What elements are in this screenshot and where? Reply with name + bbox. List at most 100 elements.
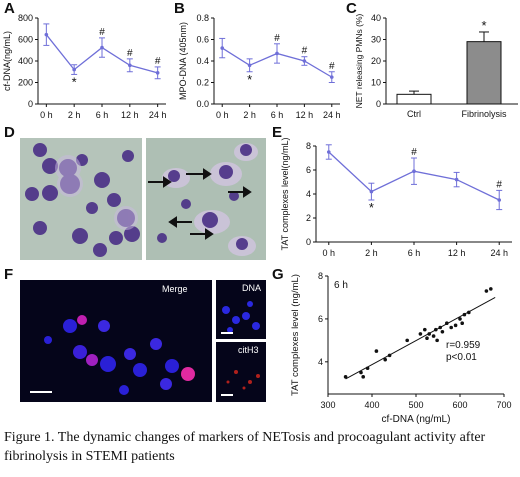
- x-tick-label: 0 h: [323, 248, 336, 258]
- bar: [396, 93, 432, 105]
- data-point: [497, 198, 502, 202]
- x-tick-label: 600: [452, 400, 467, 410]
- x-tick-label: 6 h: [408, 248, 421, 258]
- cith3-label: citH3: [238, 345, 259, 355]
- data-point: [275, 51, 279, 56]
- data-point: [302, 59, 307, 63]
- y-tick-label: 200: [18, 78, 33, 88]
- scatter-point: [405, 338, 409, 343]
- scatter-point: [387, 353, 392, 358]
- x-tick-label: 400: [364, 400, 379, 410]
- x-tick-label: 24 h: [323, 110, 341, 120]
- y-tick-label: 0.0: [196, 99, 209, 109]
- micrograph-f-merge: Merge: [20, 280, 212, 402]
- hash-marker: #: [155, 56, 161, 67]
- chart-e-tat: 0 2 4 6 8 0 h 2 h 6 h 12 h 24 h * # # TAT complexes l…: [280, 137, 512, 258]
- scatter-point: [359, 370, 363, 375]
- panel-label-e: E: [272, 124, 283, 141]
- hash-marker: #: [302, 46, 308, 57]
- y-axis-label: TAT complexes level (ng/mL): [290, 274, 301, 396]
- x-tick-label: 700: [496, 400, 511, 410]
- scatter-point: [361, 375, 365, 379]
- y-tick-label: 6: [318, 314, 323, 324]
- x-tick-label: 12 h: [448, 248, 466, 258]
- micrograph-f-dna: DNA: [216, 280, 266, 339]
- y-axis-label: NET releasing PMNs (%): [354, 13, 364, 108]
- scatter-point: [438, 325, 442, 330]
- x-tick-label: 2 h: [243, 110, 256, 120]
- annotation-p: p<0.01: [446, 352, 477, 363]
- x-tick-label: 300: [320, 400, 335, 410]
- x-tick-label: Ctrl: [407, 109, 421, 119]
- y-tick-label: 0.4: [196, 56, 209, 66]
- scatter-point: [425, 336, 429, 341]
- y-tick-label: 0.6: [196, 35, 209, 45]
- hash-marker: #: [411, 147, 417, 158]
- hash-marker: #: [127, 48, 133, 59]
- scatter-point: [489, 287, 493, 291]
- x-tick-label: 0 h: [216, 110, 229, 120]
- scatter-point: [431, 334, 436, 338]
- y-axis-label: cf-DNA(ng/mL): [2, 31, 12, 91]
- data-point: [412, 169, 416, 173]
- y-tick-label: 2: [306, 213, 311, 223]
- x-axis-label: cf-DNA (ng/mL): [382, 414, 451, 425]
- micrograph-f-cith3: citH3: [216, 342, 266, 402]
- scatter-point: [449, 325, 453, 330]
- data-point: [72, 67, 76, 72]
- chart-c-net-pmns: 0 10 20 30 40 Ctrl Fibrinolysis * NET releasing …: [354, 13, 518, 119]
- hash-marker: #: [99, 27, 105, 38]
- x-tick-label: 24 h: [149, 110, 167, 120]
- hash-marker: #: [274, 33, 280, 44]
- scatter-point: [462, 312, 467, 317]
- scatter-point: [427, 332, 431, 336]
- scatter-point: [423, 327, 427, 332]
- y-tick-label: 4: [318, 357, 323, 367]
- scatter-point: [435, 338, 439, 343]
- scatter-point: [458, 317, 462, 321]
- panel-label-a: A: [4, 0, 15, 17]
- scatter-point: [460, 321, 464, 325]
- hash-marker: #: [329, 61, 335, 72]
- x-tick-label: 2 h: [68, 110, 81, 120]
- stained-cells-left: [25, 143, 140, 257]
- fit-line: [345, 297, 496, 380]
- x-tick-label: 6 h: [96, 110, 109, 120]
- y-tick-label: 8: [306, 141, 311, 151]
- x-tick-label: 12 h: [121, 110, 139, 120]
- merge-nuclei: [44, 315, 195, 395]
- data-point: [44, 32, 49, 37]
- y-tick-label: 10: [371, 78, 381, 88]
- star-marker: *: [72, 74, 77, 89]
- y-tick-label: 0.2: [196, 78, 209, 88]
- scatter-point: [383, 357, 387, 362]
- y-tick-label: 0.8: [196, 13, 209, 23]
- micrograph-d-left: [20, 138, 142, 260]
- x-tick-label: Fibrinolysis: [461, 109, 507, 119]
- y-tick-label: 4: [306, 189, 311, 199]
- scatter-point: [343, 375, 348, 379]
- y-tick-label: 600: [18, 35, 33, 45]
- y-tick-label: 0: [306, 237, 311, 247]
- panel-label-c: C: [346, 0, 357, 17]
- data-point: [220, 46, 225, 50]
- chart-a-cfdna: 0 200 400 600 800 0 h 2 h 6 h 12 h 24 h * # # # cf-DNA…: [2, 13, 167, 120]
- y-tick-label: 0: [28, 99, 33, 109]
- scatter-point: [467, 310, 471, 315]
- figure-caption: Figure 1. The dynamic changes of markers…: [4, 430, 486, 464]
- y-tick-label: 30: [371, 35, 381, 45]
- panel-label-g: G: [272, 266, 284, 283]
- x-tick-label: 500: [408, 400, 423, 410]
- data-point: [369, 189, 374, 194]
- data-point: [454, 177, 459, 182]
- data-point: [329, 75, 334, 79]
- chart-title: 6 h: [334, 280, 348, 291]
- panel-label-d: D: [4, 124, 15, 141]
- y-axis-label: MPO-DNA (405nm): [178, 22, 188, 100]
- scatter-point: [445, 321, 449, 325]
- scatter-point: [484, 289, 489, 293]
- micrograph-d-right: [146, 138, 266, 260]
- chart-b-mpo-dna: 0.0 0.2 0.4 0.6 0.8 0 h 2 h 6 h 12 h 24 h * # # # MPO-…: [178, 13, 341, 120]
- x-tick-label: 0 h: [40, 110, 53, 120]
